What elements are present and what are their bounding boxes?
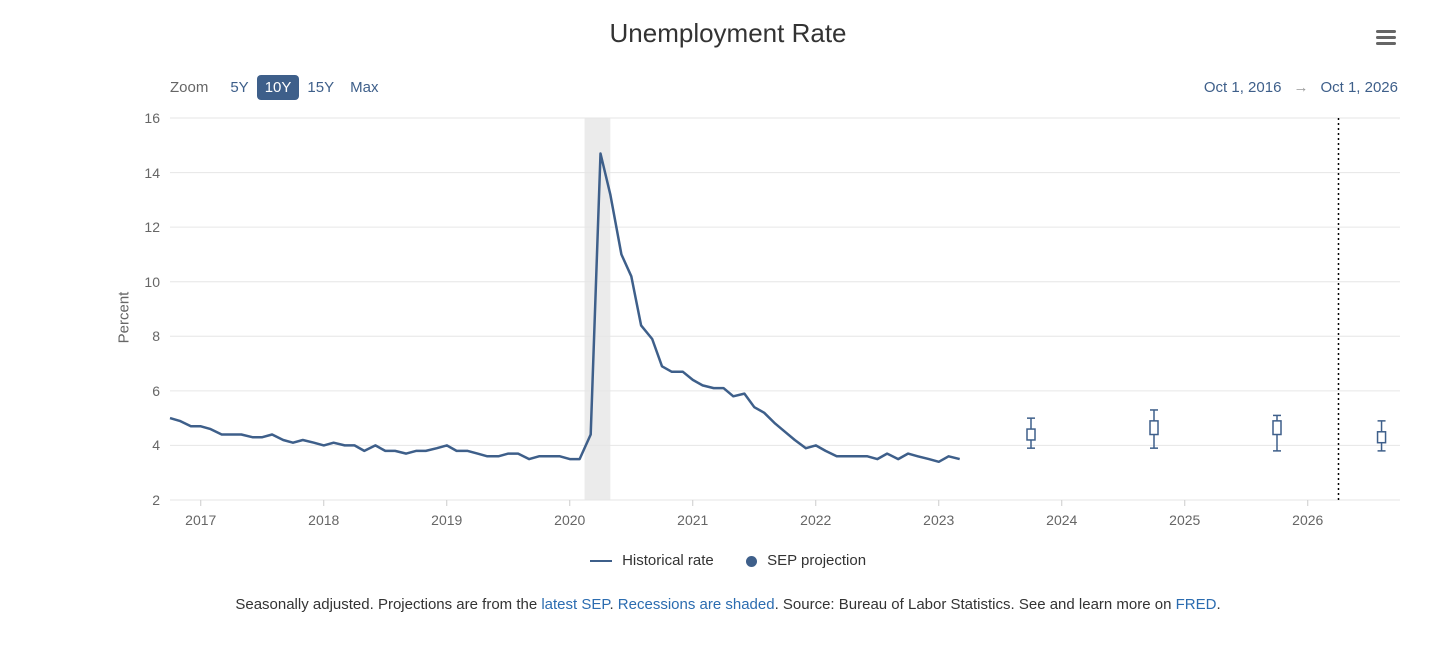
y-axis-title: Percent [115,292,132,344]
y-tick-label: 16 [144,110,160,126]
x-tick-label: 2021 [677,512,708,528]
link-recessions[interactable]: Recessions are shaded [618,596,775,613]
legend-dot-icon [746,556,757,567]
x-tick-label: 2017 [185,512,216,528]
zoom-toolbar: Zoom 5Y10Y15YMax [170,79,386,96]
x-tick-label: 2025 [1169,512,1200,528]
zoom-button-5y[interactable]: 5Y [222,75,256,100]
plot-area[interactable] [170,118,1400,500]
date-from[interactable]: Oct 1, 2016 [1204,79,1282,96]
caption-text-4: . [1216,596,1220,613]
x-tick-label: 2022 [800,512,831,528]
legend-projection-label[interactable]: SEP projection [767,552,866,569]
y-tick-label: 14 [144,165,160,181]
x-tick-label: 2018 [308,512,339,528]
date-to[interactable]: Oct 1, 2026 [1320,79,1398,96]
caption-text-2: . [609,596,617,613]
chart-title: Unemployment Rate [0,18,1456,49]
y-tick-label: 8 [152,328,160,344]
zoom-label: Zoom [170,79,208,96]
link-fred[interactable]: FRED [1176,596,1217,613]
caption: Seasonally adjusted. Projections are fro… [0,596,1456,613]
arrow-right-icon: → [1293,79,1308,96]
legend-line-icon [590,560,612,562]
zoom-button-10y[interactable]: 10Y [257,75,300,100]
y-tick-label: 10 [144,274,160,290]
x-tick-label: 2023 [923,512,954,528]
y-tick-label: 12 [144,219,160,235]
x-tick-label: 2020 [554,512,585,528]
zoom-button-15y[interactable]: 15Y [299,75,342,100]
link-latest-sep[interactable]: latest SEP [541,596,609,613]
x-tick-label: 2019 [431,512,462,528]
legend: Historical rate SEP projection [0,552,1456,569]
y-tick-label: 2 [152,492,160,508]
chart-container: Unemployment Rate Zoom 5Y10Y15YMax Oct 1… [0,0,1456,666]
hamburger-menu-icon[interactable] [1376,30,1396,46]
date-range: Oct 1, 2016 → Oct 1, 2026 [1204,79,1398,96]
zoom-button-max[interactable]: Max [342,75,386,100]
caption-text-1: Seasonally adjusted. Projections are fro… [235,596,541,613]
x-tick-label: 2026 [1292,512,1323,528]
x-tick-label: 2024 [1046,512,1077,528]
y-tick-label: 4 [152,437,160,453]
y-tick-label: 6 [152,383,160,399]
legend-historical-label[interactable]: Historical rate [622,552,714,569]
caption-text-3: . Source: Bureau of Labor Statistics. Se… [775,596,1176,613]
